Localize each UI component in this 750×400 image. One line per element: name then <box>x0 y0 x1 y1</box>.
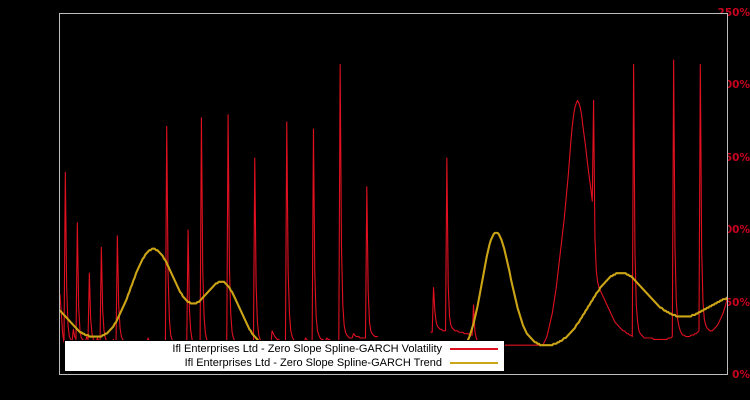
series-line-volatility <box>60 60 727 345</box>
series-line-trend <box>60 233 727 350</box>
legend-entry-volatility: Ifl Enterprises Ltd - Zero Slope Spline-… <box>65 342 504 356</box>
legend-swatch-trend <box>450 362 498 364</box>
y-axis-tick-50: 50% <box>724 296 750 309</box>
plot-area <box>59 13 728 375</box>
chart-canvas <box>60 14 727 374</box>
legend-entry-trend: Ifl Enterprises Ltd - Zero Slope Spline-… <box>65 356 504 370</box>
y-axis-tick-150: 150% <box>717 151 750 164</box>
chart-legend: Ifl Enterprises Ltd - Zero Slope Spline-… <box>64 340 505 372</box>
y-axis-tick-100: 100% <box>717 223 750 236</box>
y-axis-tick-250: 250% <box>717 6 750 19</box>
legend-label-volatility: Ifl Enterprises Ltd - Zero Slope Spline-… <box>172 343 442 355</box>
y-axis-tick-0: 0% <box>732 368 750 381</box>
y-axis-tick-200: 200% <box>717 79 750 92</box>
legend-label-trend: Ifl Enterprises Ltd - Zero Slope Spline-… <box>184 357 442 369</box>
legend-swatch-volatility <box>450 348 498 350</box>
